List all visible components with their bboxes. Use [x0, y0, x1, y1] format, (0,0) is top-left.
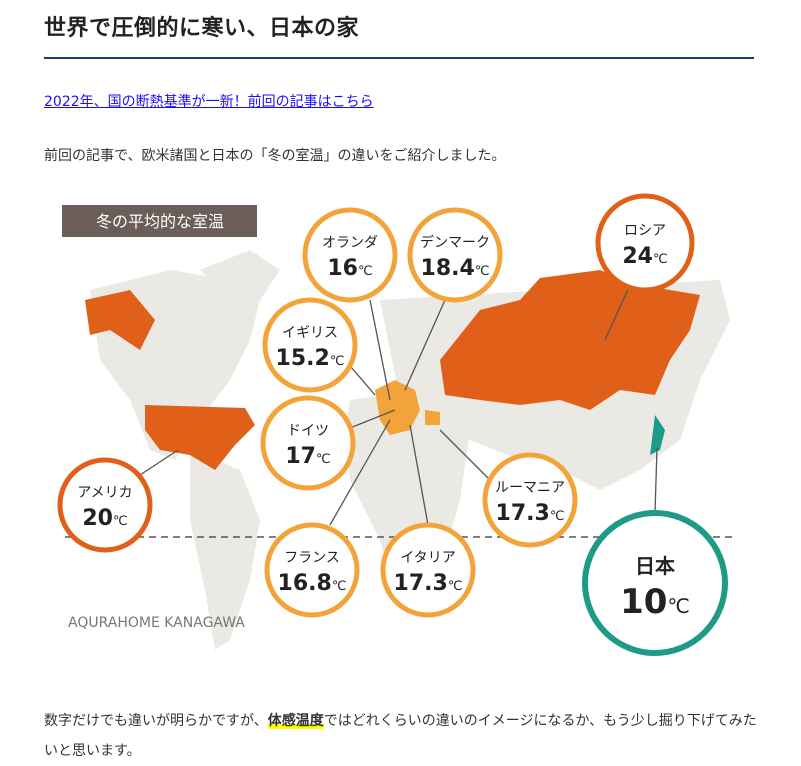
bubble-circle: [262, 297, 358, 393]
alaska-shape: [85, 290, 155, 350]
country-temp: 24℃: [622, 244, 667, 269]
leader-lines: [139, 284, 658, 526]
country-temp: 18.4℃: [421, 256, 490, 281]
bubble-circle: [482, 452, 578, 548]
bubble-circle: [260, 395, 356, 491]
country-temp: 17℃: [285, 444, 330, 469]
country-name: デンマーク: [420, 234, 490, 251]
infographic-heading: 冬の平均的な室温: [96, 212, 224, 231]
country-name: オランダ: [322, 235, 378, 251]
country-name: ドイツ: [287, 423, 329, 439]
country-bubble: ロシア 24℃: [595, 193, 695, 293]
country-name: 日本: [635, 554, 675, 578]
country-bubble: 日本 10℃: [582, 510, 728, 656]
bubble-circle: [57, 457, 153, 553]
bubble-circle: [380, 522, 476, 618]
country-bubble: デンマーク 18.4℃: [407, 207, 503, 303]
title-divider: [44, 57, 754, 59]
bubble-circle: [407, 207, 503, 303]
country-temp: 20℃: [82, 506, 127, 531]
highlighted-term: 体感温度: [267, 713, 324, 729]
country-name: フランス: [284, 550, 340, 566]
infographic-heading-box: [62, 205, 257, 237]
previous-article-link[interactable]: 2022年、国の断熱基準が一新！前回の記事はこちら: [44, 94, 374, 110]
bubble-circle: [595, 193, 695, 293]
country-name: アメリカ: [77, 485, 132, 501]
japan-shape: [650, 415, 665, 455]
credit-text: AQURAHOME KANAGAWA: [68, 615, 245, 631]
bubble-circle: [582, 510, 728, 656]
country-temp: 17.3℃: [496, 501, 565, 526]
highlighted-countries: [85, 270, 700, 470]
temperature-map-infographic: 冬の平均的な室温 AQURAHOME KANAGAWA オランダ 16℃ デンマーク…: [57, 193, 735, 656]
country-name: ルーマニア: [495, 480, 565, 496]
usa-shape: [145, 405, 255, 470]
country-bubble: フランス 16.8℃: [264, 522, 360, 618]
bubble-circle: [264, 522, 360, 618]
country-bubble: イタリア 17.3℃: [380, 522, 476, 618]
country-bubble: ルーマニア 17.3℃: [482, 452, 578, 548]
country-temp: 16℃: [327, 256, 372, 281]
body-paragraph: 数字だけでも違いが明らかですが、体感温度ではどれくらいの違いのイメージになるか、…: [44, 713, 757, 759]
country-name: ロシア: [624, 223, 666, 239]
intro-text: 前回の記事で、欧米諸国と日本の「冬の室温」の違いをご紹介しました。: [44, 148, 506, 164]
country-temp: 16.8℃: [278, 571, 347, 596]
bubble-circle: [302, 207, 398, 303]
country-bubble: アメリカ 20℃: [57, 457, 153, 553]
country-bubble: イギリス 15.2℃: [262, 297, 358, 393]
russia-shape: [440, 270, 700, 410]
country-temp: 17.3℃: [394, 571, 463, 596]
page-title: 世界で圧倒的に寒い、日本の家: [44, 16, 360, 41]
country-temp: 10℃: [620, 582, 690, 622]
country-bubble: オランダ 16℃: [302, 207, 398, 303]
europe-countries: [375, 380, 440, 435]
country-name: イギリス: [282, 325, 338, 341]
country-name: イタリア: [400, 550, 455, 566]
country-bubble: ドイツ 17℃: [260, 395, 356, 491]
country-temp: 15.2℃: [276, 346, 345, 371]
